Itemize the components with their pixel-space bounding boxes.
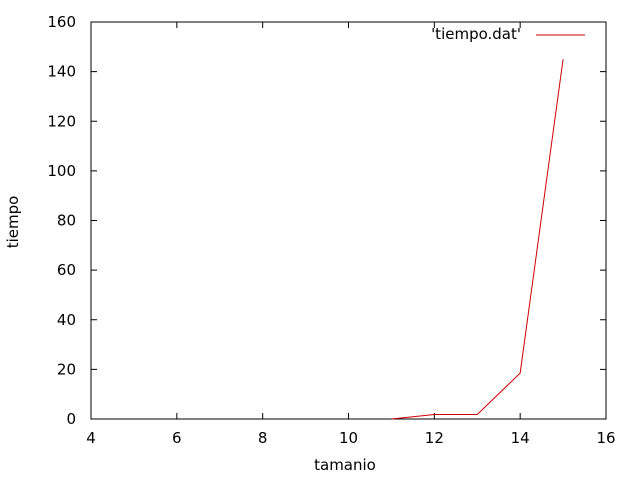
y-tick-label: 20 bbox=[57, 360, 76, 378]
x-tick-label: 14 bbox=[511, 429, 530, 447]
y-tick-label: 160 bbox=[47, 13, 76, 31]
y-tick-label: 120 bbox=[47, 112, 76, 130]
y-axis-label: tiempo bbox=[4, 196, 22, 249]
y-tick-label: 0 bbox=[66, 410, 76, 428]
y-tick-label: 80 bbox=[57, 212, 76, 230]
x-tick-label: 4 bbox=[86, 429, 96, 447]
x-tick-label: 16 bbox=[596, 429, 615, 447]
plot-frame bbox=[90, 21, 607, 420]
legend-label: 'tiempo.dat' bbox=[431, 25, 521, 43]
x-tick-label: 6 bbox=[172, 429, 182, 447]
series-line bbox=[391, 59, 564, 420]
x-tick-label: 10 bbox=[339, 429, 358, 447]
x-tick-label: 12 bbox=[425, 429, 444, 447]
y-tick-label: 60 bbox=[57, 261, 76, 279]
x-tick-label: 8 bbox=[258, 429, 268, 447]
x-axis-label: tamanio bbox=[314, 456, 376, 474]
legend: 'tiempo.dat' bbox=[431, 25, 585, 43]
axis-ticks bbox=[90, 21, 607, 420]
y-tick-label: 100 bbox=[47, 162, 76, 180]
y-tick-label: 140 bbox=[47, 63, 76, 81]
x-tick-labels: 4 6 8 10 12 14 16 bbox=[86, 429, 615, 447]
y-tick-label: 40 bbox=[57, 311, 76, 329]
y-tick-labels: 0 20 40 60 80 100 120 140 160 bbox=[47, 13, 76, 428]
series-layer bbox=[391, 59, 564, 420]
